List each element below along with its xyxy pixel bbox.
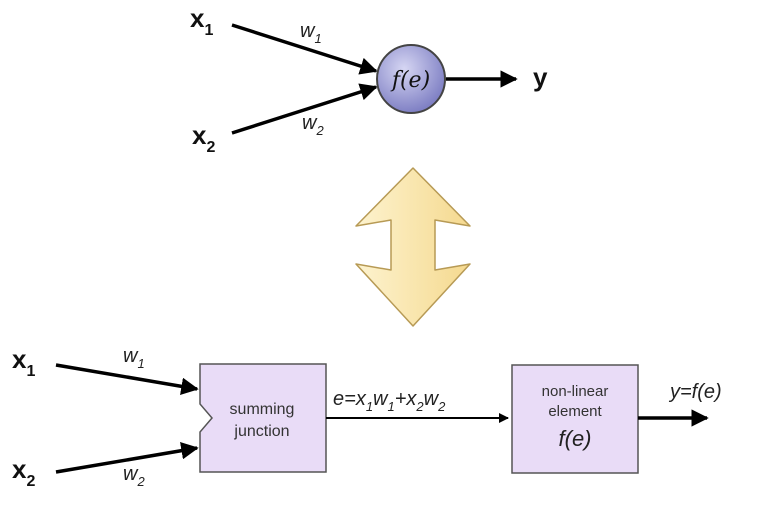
neuron-circle: [376, 44, 446, 114]
weighted-sum-equation: e=x1w1+x2w2: [333, 388, 446, 414]
top-neuron-diagram: x1 x2 w1 w2 f(e) y: [190, 3, 548, 156]
summing-junction-label-line1: summing: [230, 401, 295, 418]
top-w2-label: w2: [302, 112, 324, 138]
bottom-x1-label: x1: [12, 344, 35, 380]
bottom-input-1-arrow: [55, 363, 199, 395]
nonlinear-label-line2: element: [548, 403, 602, 420]
equivalence-double-arrow: [355, 167, 471, 327]
top-x1-label: x1: [190, 3, 213, 39]
top-w1-label: w1: [300, 20, 322, 46]
bottom-w2-label: w2: [123, 463, 145, 489]
top-output-label: y: [533, 62, 548, 92]
top-input-2-arrow: [231, 83, 378, 135]
top-x2-label: x2: [192, 120, 215, 156]
bottom-w1-label: w1: [123, 345, 145, 371]
nonlinear-element-block: [511, 364, 639, 474]
bottom-input-2-arrow: [55, 442, 199, 474]
nonlinear-label-line1: non-linear: [542, 383, 609, 400]
top-input-1-arrow: [231, 23, 378, 75]
summing-junction-block: [199, 363, 327, 473]
bottom-x2-label: x2: [12, 454, 35, 490]
bottom-block-diagram: x1 x2 w1 w2 summing junction e=x1w1+x2w2…: [12, 344, 722, 490]
summing-junction-label-line2: junction: [233, 423, 289, 440]
bottom-output-label: y=f(e): [668, 381, 722, 403]
neuron-function-label: f(e): [390, 68, 430, 93]
nonlinear-function-label: f(e): [559, 426, 592, 451]
